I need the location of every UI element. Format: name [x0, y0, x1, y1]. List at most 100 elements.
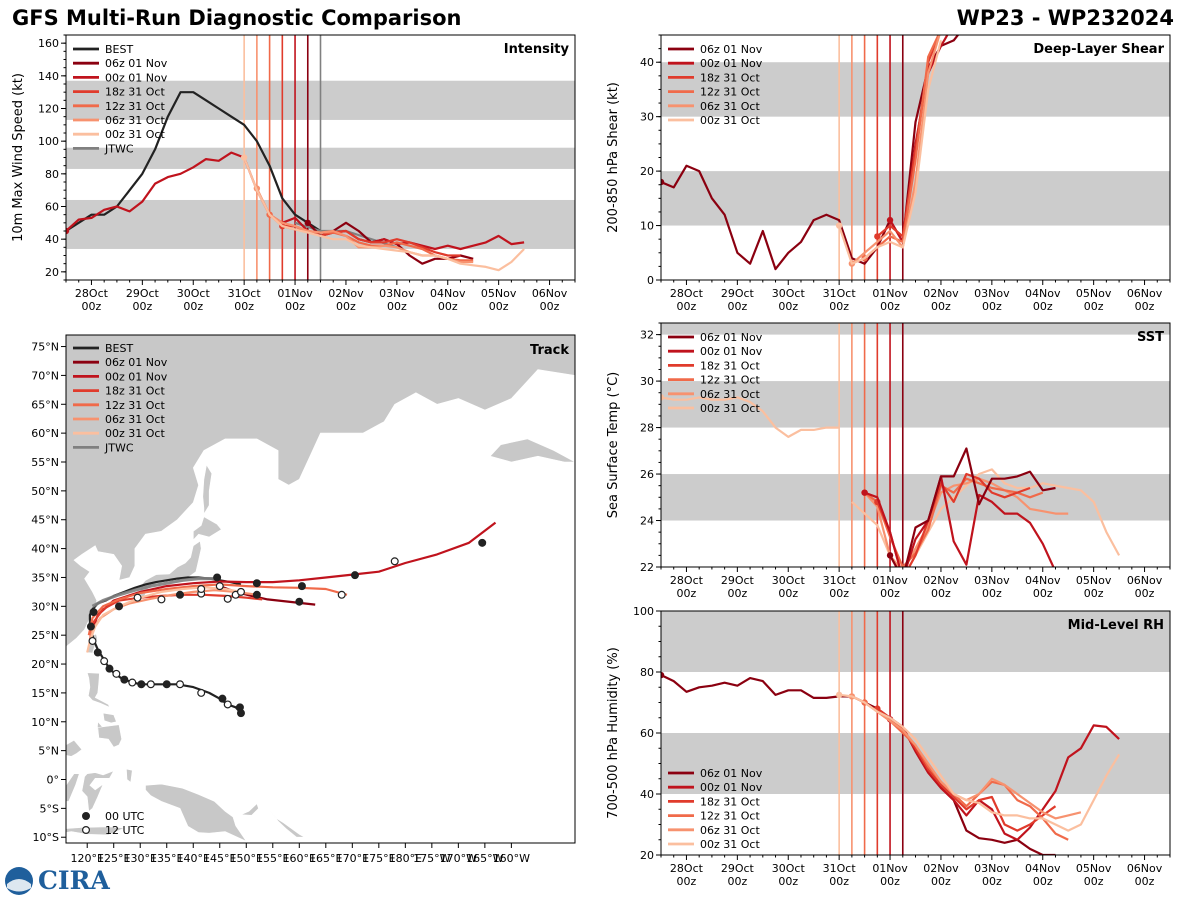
- x-tick-label: 29Oct: [721, 574, 755, 587]
- legend-label: 00z 01 Nov: [105, 71, 168, 84]
- x-tick-label: 04Nov: [1025, 862, 1061, 875]
- marker-legend-symbol: [81, 811, 90, 820]
- x-tick-label: 00z: [540, 300, 560, 313]
- x-tick-label: 00z: [727, 875, 747, 888]
- lon-tick-label: 180°E: [389, 852, 422, 865]
- track-marker-00utc: [86, 622, 95, 631]
- series-line: [889, 447, 1056, 567]
- x-tick-label: 00z: [931, 875, 951, 888]
- x-tick-label: 00z: [778, 875, 798, 888]
- track-marker-00utc: [115, 602, 124, 611]
- y-tick-label: 20: [640, 849, 654, 862]
- series-line: [876, 35, 941, 238]
- legend-label: 06z 01 Nov: [700, 43, 763, 56]
- x-tick-label: 01Nov: [872, 287, 908, 300]
- track-marker-00utc: [93, 648, 102, 657]
- x-tick-label: 02Nov: [923, 862, 959, 875]
- x-tick-label: 06Nov: [1127, 287, 1163, 300]
- track-marker-00utc: [218, 694, 227, 703]
- x-tick-label: 03Nov: [974, 574, 1010, 587]
- legend-label: JTWC: [104, 441, 134, 454]
- track-marker-00utc: [297, 582, 306, 591]
- legend-label: 18z 31 Oct: [105, 86, 165, 99]
- x-tick-label: 00z: [1135, 300, 1155, 313]
- panel-title: Mid-Level RH: [1068, 618, 1164, 633]
- y-axis-label: Sea Surface Temp (°C): [606, 372, 621, 519]
- series-line: [864, 475, 1055, 567]
- lon-tick-label: 140°E: [177, 852, 210, 865]
- series-line: [876, 472, 1031, 567]
- lat-tick-label: 5°N: [38, 745, 59, 758]
- track-marker-12utc: [128, 678, 137, 687]
- lat-tick-label: 5°S: [40, 802, 59, 815]
- legend-label: 06z 01 Nov: [700, 767, 763, 780]
- x-tick-label: 00z: [183, 300, 203, 313]
- legend-label: 18z 31 Oct: [700, 71, 760, 84]
- legend-label: 00z 01 Nov: [700, 345, 763, 358]
- legend-label: 18z 31 Oct: [700, 359, 760, 372]
- x-tick-label: 00z: [778, 587, 798, 600]
- track-marker-12utc: [133, 593, 142, 602]
- x-tick-label: 00z: [677, 587, 697, 600]
- land-mass: [139, 540, 202, 600]
- x-tick-label: 29Oct: [721, 287, 755, 300]
- lat-tick-label: 30°N: [31, 600, 59, 613]
- x-tick-label: 02Nov: [923, 574, 959, 587]
- land-mass: [97, 724, 123, 748]
- lat-tick-label: 10°S: [33, 831, 59, 844]
- x-tick-label: 00z: [1084, 875, 1104, 888]
- track-marker-12utc: [146, 680, 155, 689]
- x-tick-label: 00z: [1033, 300, 1053, 313]
- x-tick-label: 31Oct: [823, 574, 857, 587]
- track-line: [91, 576, 215, 608]
- y-tick-label: 24: [640, 515, 654, 528]
- x-tick-label: 00z: [336, 300, 356, 313]
- y-tick-label: 26: [640, 468, 654, 481]
- lat-tick-label: 20°N: [31, 658, 59, 671]
- track-marker-12utc: [175, 680, 184, 689]
- x-tick-label: 00z: [1135, 875, 1155, 888]
- track-marker-12utc: [337, 590, 346, 599]
- land-mass: [102, 712, 117, 724]
- track-marker-00utc: [89, 608, 98, 617]
- legend-label: 06z 31 Oct: [700, 100, 760, 113]
- y-tick-label: 20: [640, 165, 654, 178]
- x-tick-label: 00z: [132, 300, 152, 313]
- land-mass: [145, 783, 248, 843]
- land-mass: [193, 516, 222, 541]
- threshold-band: [661, 733, 1170, 794]
- cira-logo: CIRA: [4, 866, 114, 896]
- x-tick-label: 05Nov: [1076, 287, 1112, 300]
- x-tick-label: 00z: [489, 300, 509, 313]
- series-line: [851, 35, 941, 265]
- marker-legend-label: 12 UTC: [105, 824, 145, 837]
- marker-legend-symbol: [81, 825, 90, 834]
- legend-label: 12z 31 Oct: [700, 86, 760, 99]
- x-tick-label: 00z: [1033, 875, 1053, 888]
- storm-id-title: WP23 - WP232024: [956, 6, 1174, 30]
- threshold-band: [661, 474, 1170, 521]
- legend-label: 00z 01 Nov: [700, 781, 763, 794]
- track-marker-12utc: [197, 688, 206, 697]
- legend-label: 06z 31 Oct: [700, 824, 760, 837]
- panel-title: SST: [1137, 330, 1164, 345]
- y-tick-label: 120: [38, 103, 59, 116]
- x-tick-label: 00z: [880, 587, 900, 600]
- plot-area: [661, 323, 1170, 567]
- init-point: [835, 222, 843, 229]
- x-tick-label: 31Oct: [228, 287, 262, 300]
- x-tick-label: 00z: [778, 300, 798, 313]
- series-line: [66, 151, 525, 251]
- x-tick-label: 04Nov: [1025, 287, 1061, 300]
- y-tick-label: 28: [640, 422, 654, 435]
- track-marker-12utc: [390, 557, 399, 566]
- panel-title: Intensity: [504, 42, 570, 57]
- track-marker-00utc: [162, 680, 171, 689]
- y-tick-label: 140: [38, 70, 59, 83]
- x-tick-label: 05Nov: [481, 287, 517, 300]
- lon-tick-label: 170°E: [336, 852, 369, 865]
- land-mass: [269, 811, 305, 838]
- plot-area: [661, 35, 1170, 280]
- init-point: [874, 233, 881, 240]
